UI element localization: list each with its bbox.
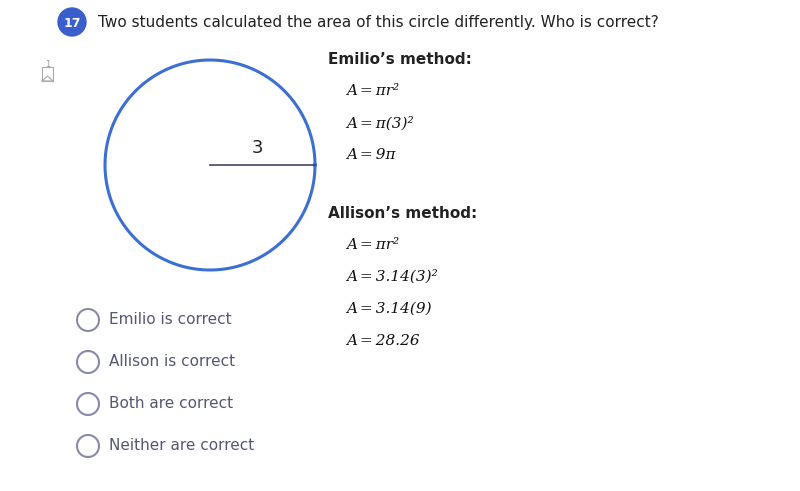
- Text: Allison is correct: Allison is correct: [109, 355, 235, 370]
- Text: A = 9π: A = 9π: [346, 148, 395, 162]
- Text: Neither are correct: Neither are correct: [109, 438, 254, 454]
- Circle shape: [58, 8, 86, 36]
- Text: 1: 1: [46, 60, 50, 69]
- Text: A = 28.26: A = 28.26: [346, 333, 420, 348]
- Text: Both are correct: Both are correct: [109, 397, 233, 411]
- Text: A = πr²: A = πr²: [346, 84, 399, 98]
- Text: A = 3.14(9): A = 3.14(9): [346, 301, 432, 316]
- Text: A = π(3)²: A = π(3)²: [346, 116, 414, 130]
- Text: Two students calculated the area of this circle differently. Who is correct?: Two students calculated the area of this…: [98, 15, 658, 29]
- Text: A = πr²: A = πr²: [346, 238, 399, 251]
- Text: Emilio’s method:: Emilio’s method:: [328, 52, 472, 67]
- Text: Emilio is correct: Emilio is correct: [109, 312, 232, 327]
- Text: 3: 3: [251, 139, 263, 157]
- Text: A = 3.14(3)²: A = 3.14(3)²: [346, 270, 438, 284]
- Text: Allison’s method:: Allison’s method:: [328, 206, 478, 220]
- Text: 17: 17: [63, 17, 81, 29]
